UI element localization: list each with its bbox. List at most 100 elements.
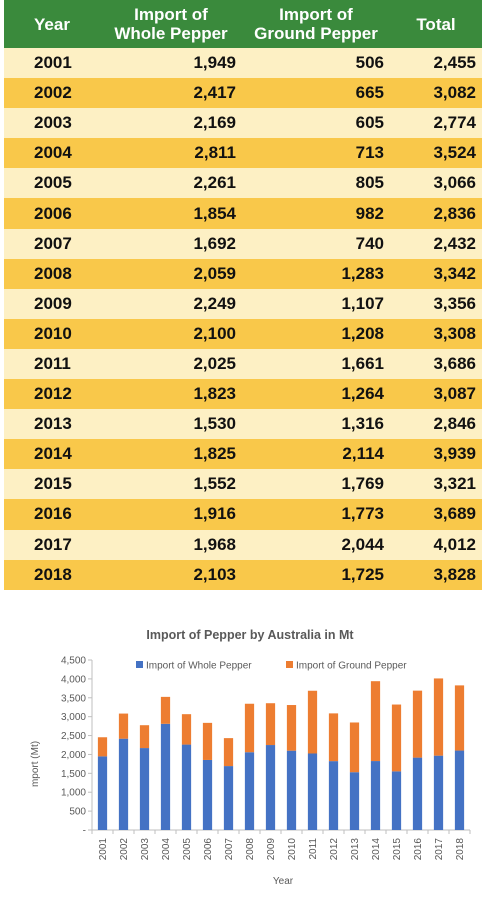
y-tick-label: 2,500 (61, 731, 86, 742)
bar-ground-pepper (202, 722, 213, 760)
chart-bars (97, 678, 465, 830)
cell-total: 3,686 (390, 348, 482, 380)
cell-total: 2,836 (390, 198, 482, 229)
x-tick-label: 2006 (203, 838, 214, 861)
cell-year: 2012 (4, 379, 100, 410)
bar-ground-pepper (391, 704, 402, 772)
cell-year: 2011 (4, 348, 100, 380)
cell-total: 3,342 (390, 258, 482, 289)
header-total: Total (390, 0, 482, 48)
cell-ground-pepper: 1,316 (242, 409, 390, 440)
cell-ground-pepper: 805 (242, 168, 390, 199)
bar-ground-pepper (349, 722, 360, 773)
cell-total: 3,308 (390, 318, 482, 349)
cell-year: 2008 (4, 258, 100, 289)
bar-ground-pepper (265, 703, 276, 746)
y-tick-label: 500 (69, 807, 86, 818)
cell-ground-pepper: 1,661 (242, 348, 390, 380)
x-tick-label: 2005 (182, 838, 193, 861)
cell-total: 3,066 (390, 168, 482, 199)
x-tick-label: 2004 (161, 838, 172, 861)
bar-ground-pepper (454, 685, 465, 751)
cell-ground-pepper: 1,107 (242, 288, 390, 319)
y-tick-label: 3,000 (61, 712, 86, 723)
cell-whole-pepper: 1,823 (100, 379, 242, 410)
x-tick-label: 2017 (434, 838, 445, 861)
cell-total: 3,087 (390, 379, 482, 410)
chart-legend: Import of Whole Pepper Import of Ground P… (136, 661, 407, 672)
x-tick-label: 2014 (371, 838, 382, 861)
y-tick-label: 3,500 (61, 693, 86, 704)
cell-whole-pepper: 2,100 (100, 318, 242, 349)
table-row: 2008 2,059 1,283 3,342 (4, 258, 482, 289)
bar-whole-pepper (265, 745, 276, 830)
x-tick-label: 2013 (350, 838, 361, 861)
header-year: Year (4, 0, 100, 48)
header-ground-pepper: Import of Ground Pepper (242, 0, 390, 48)
cell-total: 2,455 (390, 48, 482, 79)
x-axis: 2001 2002 2003 2004 2005 2006 2007 2008 2009 2010… (91, 829, 471, 861)
cell-total: 3,939 (390, 439, 482, 470)
cell-whole-pepper: 2,261 (100, 168, 242, 199)
cell-total: 3,082 (390, 78, 482, 109)
x-tick-label: 2015 (392, 838, 403, 861)
header-whole-line2: Whole Pepper (114, 24, 228, 43)
cell-ground-pepper: 713 (242, 138, 390, 169)
cell-whole-pepper: 1,825 (100, 439, 242, 470)
cell-ground-pepper: 2,114 (242, 439, 390, 470)
bar-whole-pepper (349, 772, 360, 830)
cell-total: 3,524 (390, 138, 482, 169)
legend-label-whole-pepper: Import of Whole Pepper (146, 661, 252, 672)
y-tick-label: 4,000 (61, 674, 86, 685)
cell-ground-pepper: 982 (242, 198, 390, 229)
bar-whole-pepper (433, 755, 444, 830)
header-whole-line1: Import of (134, 5, 208, 24)
cell-whole-pepper: 1,854 (100, 198, 242, 229)
cell-whole-pepper: 1,692 (100, 228, 242, 259)
cell-year: 2010 (4, 318, 100, 349)
y-tick-label: 1,000 (61, 788, 86, 799)
cell-year: 2014 (4, 439, 100, 470)
bar-ground-pepper (286, 705, 297, 751)
cell-year: 2016 (4, 499, 100, 530)
header-ground-line1: Import of (279, 5, 353, 24)
legend-label-ground-pepper: Import of Ground Pepper (296, 661, 407, 672)
cell-total: 4,012 (390, 529, 482, 560)
bar-whole-pepper (244, 752, 255, 830)
bar-whole-pepper (328, 761, 339, 830)
cell-total: 2,846 (390, 409, 482, 440)
cell-year: 2015 (4, 469, 100, 500)
cell-year: 2002 (4, 78, 100, 109)
bar-ground-pepper (433, 678, 444, 756)
cell-year: 2007 (4, 228, 100, 259)
y-tick-label: 2,000 (61, 750, 86, 761)
table-row: 2009 2,249 1,107 3,356 (4, 288, 482, 319)
cell-year: 2009 (4, 288, 100, 319)
bar-whole-pepper (118, 738, 129, 830)
legend-swatch-ground-pepper (286, 661, 293, 668)
bar-whole-pepper (307, 753, 318, 830)
cell-year: 2001 (4, 48, 100, 79)
cell-year: 2013 (4, 409, 100, 440)
x-tick-label: 2016 (413, 838, 424, 861)
bar-ground-pepper (328, 713, 339, 762)
cell-ground-pepper: 740 (242, 228, 390, 259)
bar-ground-pepper (97, 737, 108, 757)
bar-ground-pepper (244, 703, 255, 753)
table-row: 2006 1,854 982 2,836 (4, 198, 482, 229)
y-tick-label: 4,500 (61, 656, 86, 667)
pepper-import-chart-container: Import of Pepper by Australia in Mt mpor… (0, 614, 486, 900)
cell-year: 2018 (4, 559, 100, 590)
bar-ground-pepper (370, 681, 381, 762)
bar-whole-pepper (202, 759, 213, 830)
cell-whole-pepper: 2,059 (100, 258, 242, 289)
table-row: 2001 1,949 506 2,455 (4, 48, 482, 79)
header-ground-line2: Ground Pepper (254, 24, 378, 43)
bar-whole-pepper (412, 757, 423, 830)
cell-ground-pepper: 1,208 (242, 318, 390, 349)
cell-whole-pepper: 1,552 (100, 469, 242, 500)
cell-total: 3,689 (390, 499, 482, 530)
x-tick-label: 2012 (329, 838, 340, 861)
bar-whole-pepper (223, 766, 234, 830)
header-year-label: Year (34, 14, 70, 34)
